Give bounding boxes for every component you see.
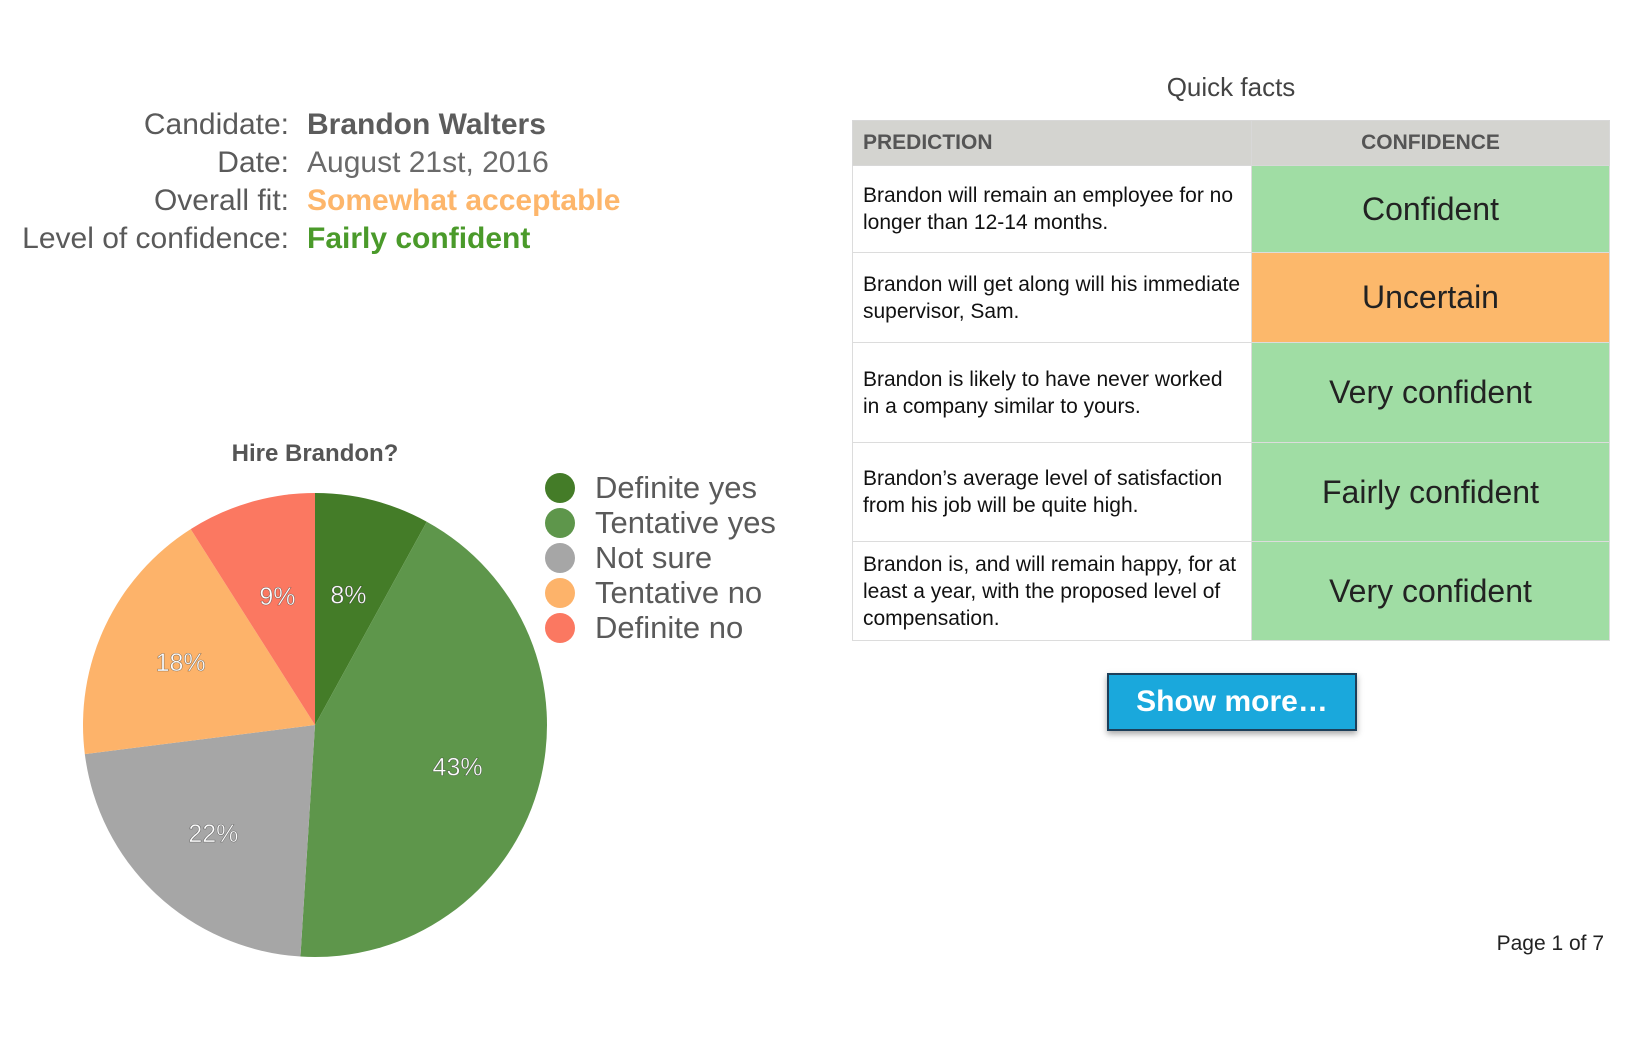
pie-label-tentative-no: 18%	[156, 649, 206, 677]
prediction-cell: Brandon will remain an employee for no l…	[852, 165, 1252, 253]
confidence-row: Level of confidence: Fairly confident	[0, 222, 760, 260]
prediction-cell: Brandon is, and will remain happy, for a…	[852, 541, 1252, 641]
legend-label: Tentative yes	[595, 504, 776, 540]
confidence-cell: Uncertain	[1251, 252, 1610, 343]
date-row: Date: August 21st, 2016	[0, 146, 760, 184]
confidence-cell: Fairly confident	[1251, 442, 1610, 542]
table-title: Quick facts	[1166, 72, 1296, 102]
candidate-name: Brandon Walters	[307, 108, 546, 141]
table-row: Brandon is, and will remain happy, for a…	[852, 541, 1610, 641]
chart-title: Hire Brandon?	[231, 440, 399, 467]
hire-pie-chart: 8% 43% 22% 18% 9%	[83, 493, 548, 957]
legend-swatch-definite-yes	[545, 472, 575, 503]
fit-row: Overall fit: Somewhat acceptable	[0, 184, 760, 222]
table-row: Brandon is likely to have never worked i…	[852, 342, 1610, 443]
show-more-button[interactable]: Show more…	[1107, 673, 1357, 731]
table-row: Brandon’s average level of satisfaction …	[852, 442, 1610, 542]
legend-item-definite-yes: Definite yes	[545, 470, 776, 505]
pie-label-not-sure: 22%	[188, 820, 238, 848]
table-header-row: PREDICTION CONFIDENCE	[852, 120, 1610, 166]
confidence-value: Fairly confident	[307, 222, 531, 255]
chart-legend: Definite yes Tentative yes Not sure Tent…	[545, 470, 776, 645]
fit-label: Overall fit:	[153, 184, 289, 217]
candidate-label: Candidate:	[143, 108, 289, 141]
candidate-info: Candidate: Brandon Walters Date: August …	[0, 108, 760, 260]
legend-item-tentative-no: Tentative no	[545, 575, 776, 610]
fit-value: Somewhat acceptable	[307, 184, 621, 217]
legend-label: Definite yes	[595, 469, 757, 505]
legend-label: Not sure	[595, 539, 713, 575]
confidence-label: Level of confidence:	[22, 222, 289, 255]
pie-slice-tentative-yes	[300, 521, 548, 957]
legend-item-tentative-yes: Tentative yes	[545, 505, 776, 540]
confidence-cell: Very confident	[1251, 541, 1610, 641]
date-value: August 21st, 2016	[307, 146, 549, 179]
quick-facts-table: PREDICTION CONFIDENCE Brandon will remai…	[852, 120, 1610, 641]
confidence-cell: Confident	[1251, 165, 1610, 253]
pie-slice-not-sure	[84, 725, 315, 957]
prediction-cell: Brandon will get along will his immediat…	[852, 252, 1252, 343]
pie-label-definite-no: 9%	[259, 583, 295, 611]
confidence-header: CONFIDENCE	[1251, 120, 1610, 166]
legend-swatch-tentative-yes	[545, 507, 575, 538]
pie-label-definite-yes: 8%	[330, 582, 366, 610]
confidence-cell: Very confident	[1251, 342, 1610, 443]
date-label: Date:	[217, 146, 289, 179]
pie-slice-tentative-no	[83, 529, 315, 755]
legend-swatch-tentative-no	[545, 577, 575, 608]
legend-item-definite-no: Definite no	[545, 610, 776, 645]
table-row: Brandon will remain an employee for no l…	[852, 165, 1610, 253]
legend-item-not-sure: Not sure	[545, 540, 776, 575]
legend-swatch-not-sure	[545, 542, 575, 573]
page-indicator: Page 1 of 7	[1496, 932, 1604, 955]
legend-label: Definite no	[595, 609, 744, 645]
pie-label-tentative-yes: 43%	[433, 753, 483, 781]
legend-swatch-definite-no	[545, 612, 575, 643]
prediction-cell: Brandon is likely to have never worked i…	[852, 342, 1252, 443]
prediction-cell: Brandon’s average level of satisfaction …	[852, 442, 1252, 542]
pie-slice-definite-no	[190, 493, 315, 725]
candidate-row: Candidate: Brandon Walters	[0, 108, 760, 146]
prediction-header: PREDICTION	[852, 120, 1252, 166]
table-row: Brandon will get along will his immediat…	[852, 252, 1610, 343]
legend-label: Tentative no	[595, 574, 763, 610]
pie-slice-definite-yes	[315, 493, 427, 725]
